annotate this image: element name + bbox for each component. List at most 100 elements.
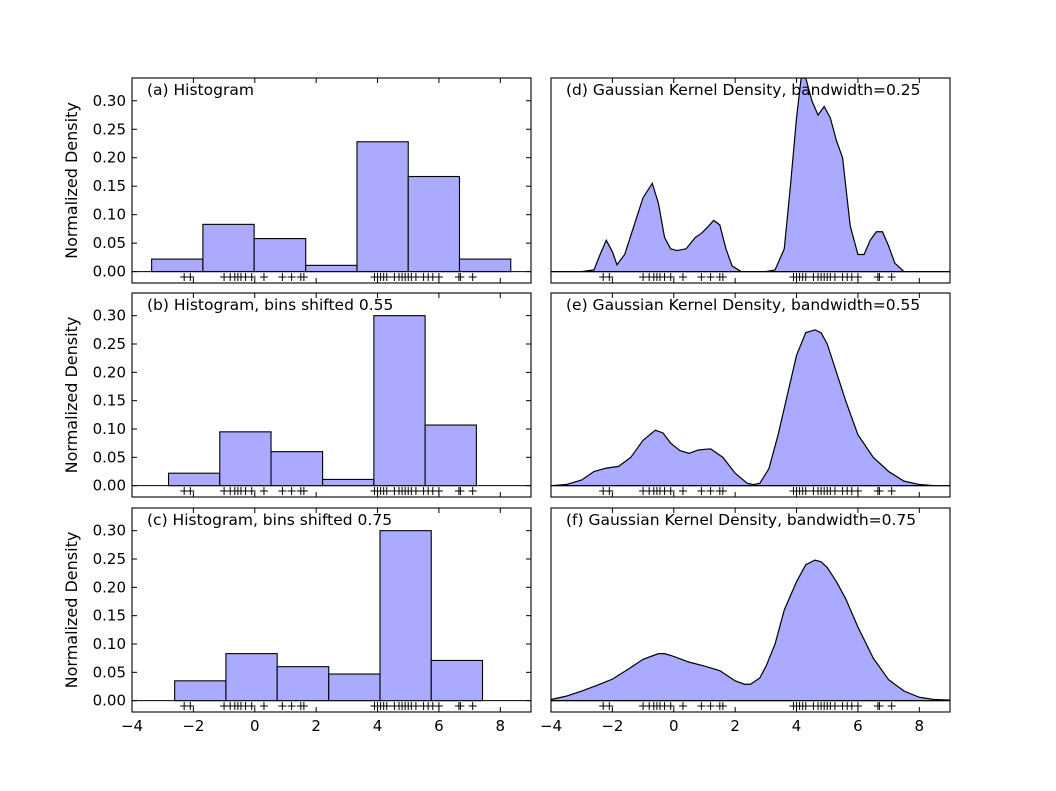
rug-marker [456, 487, 465, 495]
y-tick-label: 0.00 [93, 692, 126, 710]
rug-marker [456, 273, 465, 281]
histogram-bar [305, 264, 358, 273]
rug-marker [278, 702, 287, 710]
panel-title: (b) Histogram, bins shifted 0.55 [147, 296, 393, 314]
rug-marker [468, 702, 477, 710]
histogram-bar [356, 141, 409, 273]
rug-marker [259, 273, 268, 281]
histogram-bar [373, 315, 426, 487]
rug-marker [287, 702, 296, 710]
panel-0: 0.00 0.05 0.10 0.15 0.20 0.25 0.30 (a) Histogra… [62, 77, 532, 284]
rug-marker [875, 273, 884, 281]
rug-marker [887, 702, 896, 710]
kde-curve [551, 329, 950, 487]
histogram-bar [322, 478, 375, 487]
rug-marker [801, 702, 810, 710]
x-tick-label: 8 [496, 717, 506, 735]
panel-4: (e) Gaussian Kernel Density, bandwidth=0… [550, 292, 951, 498]
rug-marker [259, 702, 268, 710]
histogram-bar [328, 673, 381, 702]
rug-marker [605, 702, 614, 710]
histogram-bar [167, 472, 221, 487]
rug-marker [247, 702, 256, 710]
panel-2: 0.00 0.05 0.10 0.15 0.20 0.25 0.30 −4 −2 0 2 4 6 8 (c)… [62, 507, 532, 735]
rug-marker [278, 273, 287, 281]
x-tick-label: −4 [540, 717, 562, 735]
rug-marker [718, 273, 727, 281]
histogram-bar [270, 451, 324, 487]
x-tick-label: 2 [311, 717, 321, 735]
x-tick-label: 4 [373, 717, 383, 735]
x-tick-label: 6 [434, 717, 444, 735]
y-axis-label: Normalized Density [62, 532, 81, 689]
rug-marker [186, 487, 195, 495]
rug-marker [697, 702, 706, 710]
rug-marker [830, 487, 839, 495]
axes-frame [131, 77, 532, 284]
panel-title: (f) Gaussian Kernel Density, bandwidth=0… [566, 511, 916, 529]
rug-marker [887, 487, 896, 495]
y-tick-label: 0.00 [93, 263, 126, 281]
rug-marker [259, 487, 268, 495]
rug-marker [718, 487, 727, 495]
rug-marker [801, 487, 810, 495]
histogram-bar [253, 238, 307, 273]
y-tick-label: 0.15 [93, 392, 126, 410]
rug-marker [468, 487, 477, 495]
histogram-bar [379, 530, 432, 702]
rug-marker [697, 273, 706, 281]
plot-area [132, 141, 531, 281]
histogram-bar [202, 223, 255, 273]
kde-curve [551, 78, 950, 273]
panel-title: (d) Gaussian Kernel Density, bandwidth=0… [566, 81, 921, 99]
rug-marker [801, 273, 810, 281]
panel-title: (c) Histogram, bins shifted 0.75 [147, 511, 392, 529]
y-tick-label: 0.20 [93, 149, 126, 167]
rug-marker [287, 273, 296, 281]
histogram-bar [430, 659, 484, 702]
rug-marker [247, 487, 256, 495]
rug-marker [875, 487, 884, 495]
y-tick-label: 0.15 [93, 177, 126, 195]
plot-area [132, 315, 531, 495]
rug-marker [278, 487, 287, 495]
y-tick-label: 0.30 [93, 307, 126, 325]
panel-1: 0.00 0.05 0.10 0.15 0.20 0.25 0.30 (b) Histogra… [62, 292, 532, 498]
plot-area [551, 329, 950, 495]
x-tick-label: −2 [601, 717, 623, 735]
rug-marker [299, 273, 308, 281]
kde-curve [551, 559, 950, 702]
x-tick-label: 0 [250, 717, 260, 735]
rug-marker [678, 487, 687, 495]
y-tick-label: 0.10 [93, 206, 126, 224]
rug-marker [247, 273, 256, 281]
y-tick-label: 0.25 [93, 550, 126, 568]
y-tick-label: 0.15 [93, 607, 126, 625]
rug-marker [718, 702, 727, 710]
rug-marker [830, 273, 839, 281]
rug-marker [411, 487, 420, 495]
rug-marker [382, 487, 391, 495]
rug-marker [666, 273, 675, 281]
histogram-bar [424, 424, 477, 487]
x-tick-label: 2 [730, 717, 740, 735]
panel-title: (e) Gaussian Kernel Density, bandwidth=0… [566, 296, 920, 314]
y-tick-label: 0.20 [93, 578, 126, 596]
rug-marker [382, 702, 391, 710]
rug-marker [887, 273, 896, 281]
y-tick-label: 0.05 [93, 234, 126, 252]
plot-area [551, 78, 950, 281]
x-tick-label: −4 [121, 717, 143, 735]
y-tick-label: 0.00 [93, 477, 126, 495]
x-tick-label: 6 [853, 717, 863, 735]
plot-area [551, 559, 950, 710]
histogram-bar [174, 680, 227, 702]
y-tick-label: 0.25 [93, 335, 126, 353]
rug-marker [706, 273, 715, 281]
plot-area [132, 530, 531, 710]
panel-3: (d) Gaussian Kernel Density, bandwidth=0… [550, 77, 951, 284]
rug-marker [411, 273, 420, 281]
y-tick-label: 0.20 [93, 363, 126, 381]
y-tick-label: 0.30 [93, 92, 126, 110]
